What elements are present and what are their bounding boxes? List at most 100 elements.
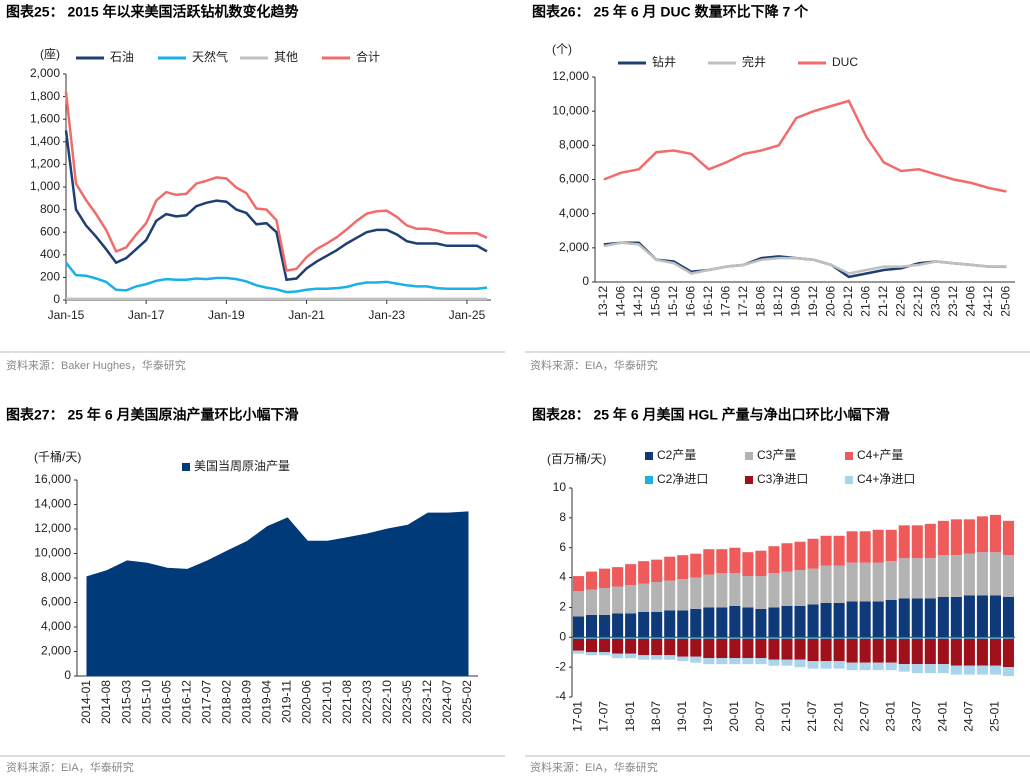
bar-segment	[820, 638, 832, 662]
bar-segment	[963, 553, 975, 596]
bar-segment	[755, 658, 767, 665]
chart-title: 图表25： 2015 年以来美国活跃钻机数变化趋势	[6, 4, 299, 20]
source: 资料来源：EIA，华泰研究	[530, 760, 658, 774]
bar-segment	[781, 637, 793, 639]
x-tick-label: 23-12	[946, 286, 960, 317]
x-tick-label: 21-12	[876, 286, 890, 317]
y-tick-label: 6,000	[559, 172, 589, 186]
bar-segment	[937, 555, 949, 597]
bar-segment	[833, 638, 845, 662]
bar-segment	[950, 596, 962, 638]
bar-segment	[729, 638, 741, 659]
bar-segment	[677, 579, 689, 611]
bar-segment	[1002, 638, 1015, 668]
bar-segment	[572, 616, 585, 638]
y-tick-label: 10,000	[552, 103, 589, 117]
bar-segment	[820, 535, 832, 566]
bar-segment	[599, 568, 611, 589]
bar-segment	[859, 662, 871, 671]
x-tick-label: 14-12	[631, 286, 645, 317]
bar-segment	[768, 638, 780, 660]
y-tick-label: 0	[582, 274, 589, 288]
x-tick-label: Jan-23	[368, 308, 405, 322]
bar-segment	[703, 607, 715, 638]
bar-segment	[742, 638, 754, 659]
bar-segment	[937, 664, 949, 674]
line-series	[64, 91, 488, 273]
legend-label: 合计	[356, 49, 380, 64]
y-tick-label: 8,000	[559, 138, 589, 152]
bar-segment	[638, 638, 650, 656]
x-tick-label: 2021-01	[320, 680, 334, 724]
bar-segment	[781, 543, 793, 572]
x-tick-label: 2018-09	[240, 680, 254, 724]
x-tick-label: 24-07	[962, 701, 976, 732]
bar-segment	[833, 602, 845, 638]
bar-segment	[677, 656, 689, 662]
bar-segment	[716, 573, 728, 608]
line-series	[603, 241, 1007, 275]
bar-segment	[729, 605, 741, 638]
bar-segment	[976, 516, 988, 553]
bar-segment	[807, 661, 819, 669]
bar-segment	[599, 638, 611, 653]
bar-segment	[729, 637, 741, 639]
y-tick-label: 10,000	[34, 546, 71, 560]
bar-segment	[833, 565, 845, 603]
x-tick-label: 22-01	[831, 701, 845, 732]
bar-segment	[911, 664, 923, 674]
bar-segment	[1002, 596, 1015, 638]
bar-segment	[755, 576, 767, 609]
bar-segment	[599, 637, 611, 639]
legend-label: 美国当周原油产量	[194, 459, 290, 473]
bar-segment	[976, 552, 988, 596]
chart-title: 图表26： 25 年 6 月 DUC 数量环比下降 7 个	[532, 4, 809, 20]
bar-segment	[846, 562, 858, 602]
x-tick-label: 18-06	[753, 286, 767, 317]
y-tick-label: 200	[40, 270, 60, 284]
x-tick-label: 21-01	[779, 701, 793, 732]
bar-segment	[729, 573, 741, 606]
legend-label: C3产量	[757, 448, 796, 462]
bar-segment	[885, 637, 897, 639]
line-series	[65, 261, 488, 294]
y-tick-label: 16,000	[34, 472, 71, 486]
bar-segment	[976, 665, 988, 675]
y-axis-unit: (座)	[40, 46, 60, 61]
bar-segment	[833, 535, 845, 566]
bar-segment	[755, 637, 767, 639]
bar-segment	[898, 664, 910, 672]
x-tick-label: Jan-21	[288, 308, 325, 322]
legend-label: 钻井	[652, 54, 676, 69]
bar-segment	[911, 558, 923, 599]
bar-segment	[690, 608, 702, 638]
y-tick-label: 1,600	[30, 111, 60, 125]
bar-segment	[703, 638, 715, 659]
x-tick-label: 15-12	[666, 286, 680, 317]
bar-segment	[885, 662, 897, 671]
bar-segment	[950, 638, 962, 666]
bar-segment	[625, 564, 637, 586]
bar-segment	[742, 552, 754, 577]
bar-segment	[716, 607, 728, 638]
bar-segment	[651, 638, 663, 656]
bar-segment	[820, 602, 832, 638]
bar-segment	[638, 655, 650, 660]
y-tick-label: 4,000	[559, 206, 589, 220]
bar-segment	[898, 637, 910, 639]
y-axis-unit: (个)	[552, 42, 572, 56]
legend-swatch	[845, 452, 853, 460]
bar-segment	[677, 637, 689, 639]
x-tick-label: 20-01	[727, 701, 741, 732]
bar-segment	[807, 638, 819, 662]
bar-segment	[572, 637, 585, 639]
bar-segment	[794, 638, 806, 660]
bar-segment	[833, 637, 845, 639]
y-tick-label: 1,200	[30, 157, 60, 171]
y-tick-label: 8	[559, 510, 566, 524]
bar-segment	[1002, 667, 1015, 677]
bar-segment	[586, 589, 598, 615]
bar-segment	[664, 655, 676, 660]
legend-label: C4+净进口	[857, 472, 915, 486]
